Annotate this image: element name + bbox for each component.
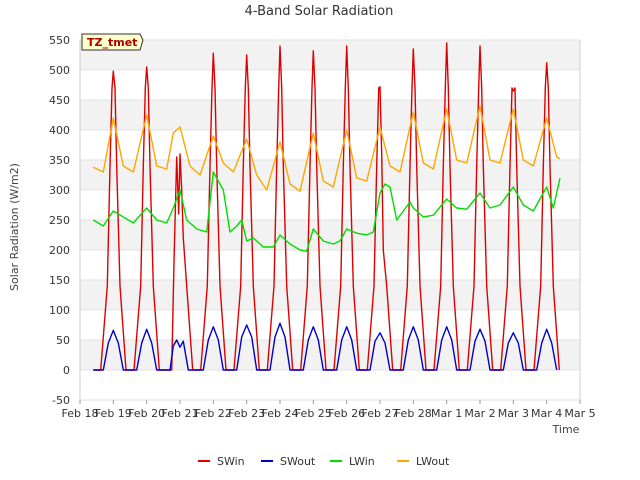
x-tick-label: Mar 4 [531,407,562,420]
x-tick-label: Feb 25 [295,407,332,420]
plot-band [80,100,580,130]
y-tick-label: -50 [52,394,70,407]
plot-band [80,70,580,100]
x-tick-label: Mar 2 [464,407,495,420]
x-tick-label: Feb 21 [162,407,199,420]
tz-badge: TZ_tmet [81,33,144,51]
y-tick-label: 300 [49,184,70,197]
plot-band [80,340,580,370]
y-tick-label: 250 [49,214,70,227]
x-tick-label: Feb 28 [395,407,432,420]
series-line-lwout [92,105,561,192]
y-tick-label: 500 [49,64,70,77]
y-tick-label: 400 [49,124,70,137]
y-tick-label: 550 [49,34,70,47]
legend-label-swin: SWin [217,455,245,468]
x-tick-label: Mar 3 [498,407,529,420]
plot-band [80,220,580,250]
plot-band [80,130,580,160]
series-lines [92,42,561,371]
tz-badge-box [81,33,144,51]
x-tick-label: Feb 24 [262,407,299,420]
y-axis-title: Solar Radiation (W/m2) [8,163,21,291]
y-tick-labels: -50 0 50 100 150 200 250 300 350 400 450 500 550 [49,34,70,407]
plot-band [80,370,580,400]
y-tick-label: 200 [49,244,70,257]
x-tick-label: Feb 20 [128,407,165,420]
plot-band [80,40,580,70]
tz-badge-label: TZ_tmet [87,36,137,49]
y-tick-label: 100 [49,304,70,317]
x-tick-label: Feb 27 [362,407,399,420]
series-line-swout [93,322,558,371]
x-tick-label: Feb 19 [95,407,132,420]
y-tick-label: 450 [49,94,70,107]
series-line-swin [93,42,560,371]
y-tick-label: 350 [49,154,70,167]
y-tick-label: 50 [56,334,70,347]
legend-label-lwout: LWout [416,455,450,468]
x-tick-label: Mar 1 [431,407,462,420]
legend-label-swout: SWout [280,455,316,468]
series-line-lwin [92,171,561,252]
x-axis-title: Time [552,423,580,436]
x-tick-label: Mar 5 [564,407,595,420]
chart-title: 4-Band Solar Radiation [245,4,394,19]
x-tick-label: Feb 18 [62,407,99,420]
plot-band [80,310,580,340]
x-tick-label: Feb 26 [328,407,365,420]
plot-band [80,190,580,220]
y-tick-label: 0 [63,364,70,377]
x-tick-label: Feb 23 [228,407,265,420]
legend: SWin SWout LWin LWout [198,455,450,468]
plot-band [80,280,580,310]
y-tick-label: 150 [49,274,70,287]
x-tick-label: Feb 22 [195,407,232,420]
legend-label-lwin: LWin [349,455,375,468]
plot-band [80,250,580,280]
